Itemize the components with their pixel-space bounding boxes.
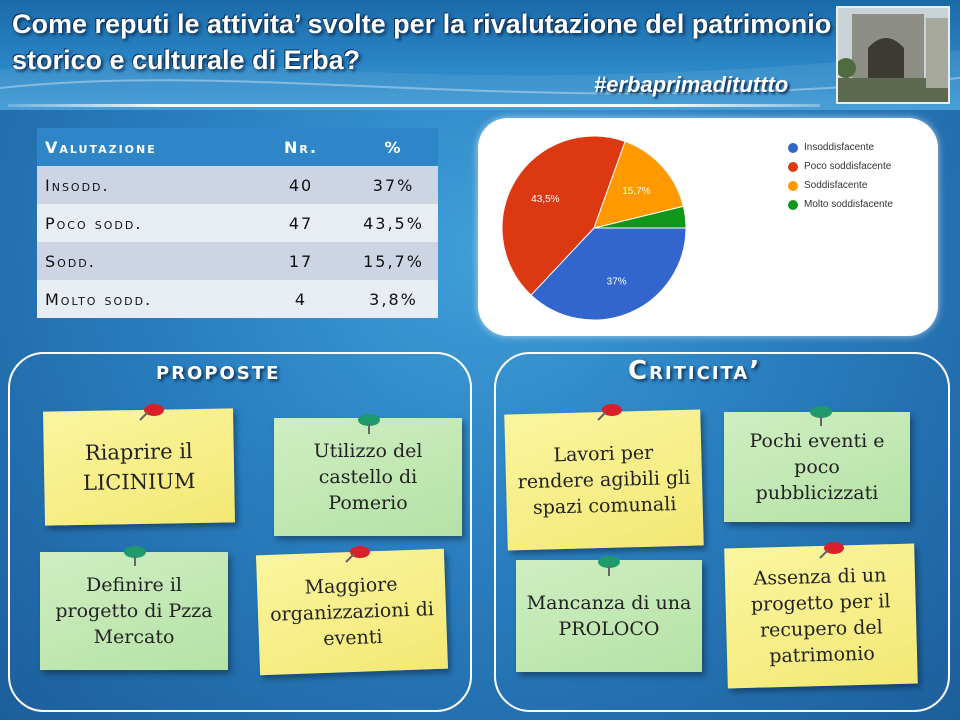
criticita-title: Criticita’ — [628, 356, 762, 386]
legend-item: Soddisfacente — [788, 176, 893, 195]
table-row: Molto sodd. 4 3,8% — [37, 280, 438, 318]
red-pushpin-icon — [345, 546, 370, 563]
row-label: Insodd. — [37, 166, 253, 204]
note-text: Riaprire il LICINIUM — [82, 439, 196, 495]
pie-slice-label: 37% — [607, 276, 627, 287]
green-pushpin-icon — [124, 546, 146, 566]
legend-label: Soddisfacente — [804, 180, 868, 191]
pie-slice-insoddisfacente — [530, 227, 687, 321]
red-pushpin-icon — [139, 404, 164, 421]
row-pct: 37% — [349, 166, 438, 204]
header-band — [0, 0, 960, 110]
pie-chart: 37% 43,5% 15,7% — [501, 135, 687, 321]
note-text: Lavori per rendere agibili gli spazi com… — [517, 441, 691, 519]
pie-slice-label: 15,7% — [622, 186, 650, 197]
sticky-note: Pochi eventi e poco pubblicizzati — [724, 412, 910, 522]
header-valutazione: Valutazione — [37, 128, 253, 166]
legend-item: Poco soddisfacente — [788, 157, 893, 176]
castle-photo — [836, 6, 950, 104]
note-text: Assenza di un progetto per il recupero d… — [750, 564, 891, 668]
chart-legend: Insoddisfacente Poco soddisfacente Soddisf… — [788, 138, 893, 214]
red-pushpin-icon — [819, 542, 844, 559]
castle-photo-illustration — [838, 8, 948, 102]
legend-swatch — [788, 142, 798, 153]
legend-swatch — [788, 199, 798, 210]
row-nr: 4 — [253, 280, 349, 318]
red-pushpin-icon — [597, 404, 622, 421]
sticky-note: Riaprire il LICINIUM — [43, 408, 235, 526]
row-pct: 3,8% — [349, 280, 438, 318]
slide-title: Come reputi le attivita’ svolte per la r… — [12, 9, 832, 75]
row-pct: 15,7% — [349, 242, 438, 280]
ratings-table: Valutazione Nr. % Insodd. 40 37% Poco so… — [37, 128, 438, 318]
header-wave-decoration — [0, 50, 960, 110]
pie-slice-poco-soddisfacente — [501, 135, 626, 296]
legend-item: Molto soddisfacente — [788, 195, 893, 214]
row-label: Molto sodd. — [37, 280, 253, 318]
note-text: Mancanza di una PROLOCO — [526, 592, 692, 640]
row-nr: 40 — [253, 166, 349, 204]
sticky-note: Utilizzo del castello di Pomerio — [274, 418, 462, 536]
note-text: Definire il progetto di Pzza Mercato — [55, 574, 213, 648]
proposte-box — [8, 352, 472, 712]
sticky-note: Maggiore organizzazioni di eventi — [255, 548, 449, 676]
row-label: Poco sodd. — [37, 204, 253, 242]
row-nr: 17 — [253, 242, 349, 280]
sticky-note: Definire il progetto di Pzza Mercato — [40, 552, 228, 670]
legend-label: Molto soddisfacente — [804, 199, 893, 210]
legend-label: Insoddisfacente — [804, 142, 875, 153]
header-pct: % — [349, 128, 438, 166]
note-text: Utilizzo del castello di Pomerio — [313, 440, 423, 514]
legend-item: Insoddisfacente — [788, 138, 893, 157]
table-row: Sodd. 17 15,7% — [37, 242, 438, 280]
proposte-title: proposte — [156, 356, 281, 386]
sticky-note: Mancanza di una PROLOCO — [516, 560, 702, 672]
criticita-box — [494, 352, 950, 712]
table-row: Insodd. 40 37% — [37, 166, 438, 204]
pie-chart-panel: 37% 43,5% 15,7% Insoddisfacente Poco soddis… — [478, 118, 938, 336]
row-nr: 47 — [253, 204, 349, 242]
pie-slice-label: 43,5% — [531, 194, 559, 205]
green-pushpin-icon — [810, 406, 832, 426]
note-text: Maggiore organizzazioni di eventi — [269, 573, 435, 651]
header-nr: Nr. — [253, 128, 349, 166]
title-underline — [8, 104, 820, 107]
row-label: Sodd. — [37, 242, 253, 280]
legend-swatch — [788, 161, 798, 172]
note-text: Pochi eventi e poco pubblicizzati — [749, 430, 885, 504]
row-pct: 43,5% — [349, 204, 438, 242]
hashtag: #erbaprimadituttto — [594, 72, 789, 97]
green-pushpin-icon — [358, 414, 380, 434]
table-row: Poco sodd. 47 43,5% — [37, 204, 438, 242]
green-pushpin-icon — [598, 556, 620, 576]
table-header-row: Valutazione Nr. % — [37, 128, 438, 166]
pie-slice-soddisfacente — [593, 140, 684, 229]
legend-swatch — [788, 180, 798, 191]
sticky-note: Lavori per rendere agibili gli spazi com… — [504, 409, 704, 551]
sticky-note: Assenza di un progetto per il recupero d… — [724, 543, 918, 689]
legend-label: Poco soddisfacente — [804, 161, 892, 172]
